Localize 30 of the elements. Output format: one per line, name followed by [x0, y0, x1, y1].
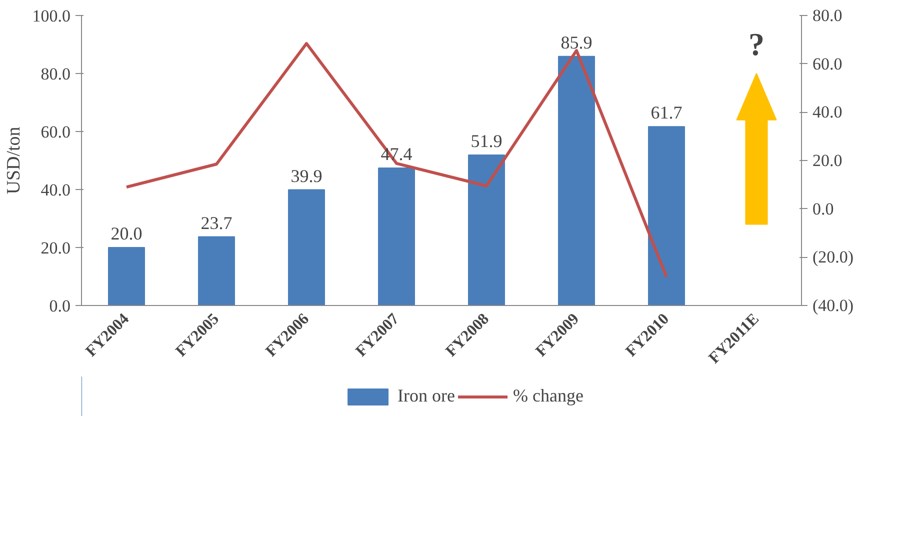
data-label: 23.7 [200, 212, 232, 233]
y2-tick-label: 80.0 [812, 6, 842, 25]
y2-tick-label: (40.0) [812, 296, 854, 315]
annotation: ? [748, 26, 764, 62]
bar [558, 56, 595, 306]
bar [648, 126, 685, 306]
y-tick-label: 80.0 [40, 64, 70, 84]
y2-tick-label: 60.0 [812, 54, 842, 74]
data-label: 61.7 [650, 102, 682, 123]
y-axis-title: USD/ton [3, 126, 24, 194]
y-tick-label: 20.0 [40, 238, 70, 258]
bar [468, 154, 505, 306]
legend-label: % change [513, 386, 584, 406]
y-tick-label: 60.0 [40, 122, 70, 142]
y2-tick-label: 0.0 [812, 199, 834, 218]
y-tick-label: 100.0 [32, 6, 70, 26]
y2-tick-label: 40.0 [812, 102, 842, 122]
y-tick-label: 0.0 [49, 296, 70, 316]
data-label: 20.0 [110, 224, 142, 244]
legend-label: Iron ore [398, 386, 456, 406]
y-tick-label: 40.0 [40, 180, 70, 200]
data-label: 85.9 [560, 32, 592, 52]
y2-tick-label: 20.0 [812, 151, 842, 170]
data-label: 51.9 [470, 130, 502, 151]
bar [288, 189, 325, 306]
y2-tick-label: (20.0) [812, 248, 854, 267]
data-label: 39.9 [290, 166, 322, 186]
bar [198, 236, 235, 306]
bar [108, 247, 145, 306]
bar [378, 168, 415, 306]
